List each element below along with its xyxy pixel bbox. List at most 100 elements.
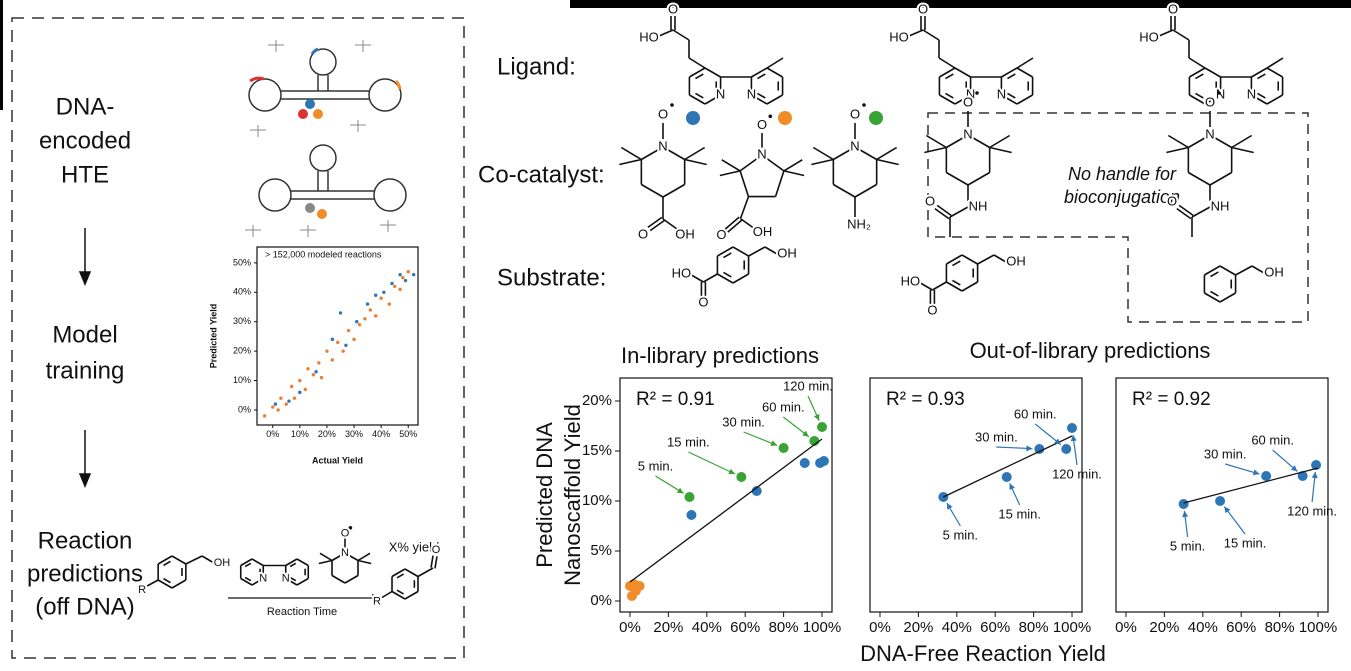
bond [961,281,978,292]
r2-label: R² = 0.93 [886,389,965,410]
bond [157,555,173,565]
x-tick-label: 60% [730,619,760,636]
point [292,396,297,400]
catalyst-dot [869,111,883,125]
bond [1266,94,1283,105]
point [363,317,367,321]
radical-dot [670,103,674,107]
point [390,281,394,286]
point [1297,471,1308,481]
atom-label: HO [889,29,909,44]
point [818,456,829,466]
bond [934,207,950,220]
bond [751,94,768,105]
row-label: Ligand: [497,53,576,80]
radical-dot [975,91,979,95]
point [330,358,335,362]
section-title: Out-of-library predictions [970,338,1211,363]
step-text: predictions [27,560,143,587]
bond [1191,206,1211,218]
bond [732,273,749,284]
x-tick-label: 20% [1149,619,1179,636]
point-label: 60 min. [1251,432,1294,447]
point [314,370,318,374]
bond [1007,73,1016,80]
plot-frame [869,377,1083,613]
bond [811,158,834,166]
bond [688,57,706,69]
point [1215,496,1226,506]
bond [766,67,783,78]
bond [396,589,404,595]
bond [689,67,706,78]
point [338,311,343,315]
bond [922,29,940,41]
bond [1007,92,1016,99]
bond [945,134,969,149]
x-tick-label: 80% [1019,619,1049,636]
arrow-head [728,468,736,475]
bond [1204,94,1221,105]
bond [404,590,419,600]
point [398,272,402,277]
point [262,414,267,418]
atom-label: N [1247,86,1256,101]
bond [945,171,969,186]
point-label: 30 min. [722,414,765,429]
fit-line [943,435,1073,498]
step-text: DNA- [56,93,115,120]
x-tick-label: 40% [942,619,972,636]
bond [662,183,686,198]
atom-label: O [1167,193,1177,208]
arrow-head [676,487,684,494]
arrow-head [1009,483,1015,491]
atom-label: O [716,227,726,242]
y-axis-label: Predicted Yield [208,304,218,369]
y-tick-label: 20% [233,346,251,356]
atom-label: OH [1264,264,1284,279]
x-tick-label: 30% [345,429,363,439]
bond [876,146,898,161]
fit-line [629,438,823,583]
arrow-head [1026,445,1033,452]
atom-label: NH [1211,198,1230,213]
bond [954,94,971,105]
bond [740,217,755,230]
bond [939,94,956,105]
point [406,270,410,274]
step-text: Model [52,321,117,348]
point [330,337,335,342]
arrow-head [770,440,778,446]
bond [967,134,991,149]
y-tick-label: 0% [590,592,612,609]
bond [1251,67,1268,78]
bond [1204,67,1221,78]
r2-label: R² = 0.91 [636,389,715,410]
point [411,272,416,277]
point [298,378,302,383]
bond [1001,94,1018,105]
atom-label: O [1168,1,1178,16]
bond [724,216,740,230]
step-text: Reaction [38,527,133,554]
bond [703,273,718,283]
y-tick-label: 15% [582,442,612,459]
atom-label: N [658,138,667,153]
point [287,399,291,403]
bond [1209,171,1233,186]
annotation-arrow [743,431,778,446]
bond [723,252,732,259]
bond [924,146,947,154]
bond [201,555,215,564]
atom-label: N [341,547,349,559]
bond [391,590,406,600]
bond [946,254,963,265]
note: No handle for [1068,164,1177,184]
point [751,486,762,496]
bond [783,170,805,177]
bond [240,558,253,567]
left-panel-frame [11,17,465,659]
atom-label: OH [675,226,695,241]
arrow-head [802,430,809,437]
point [346,328,351,333]
